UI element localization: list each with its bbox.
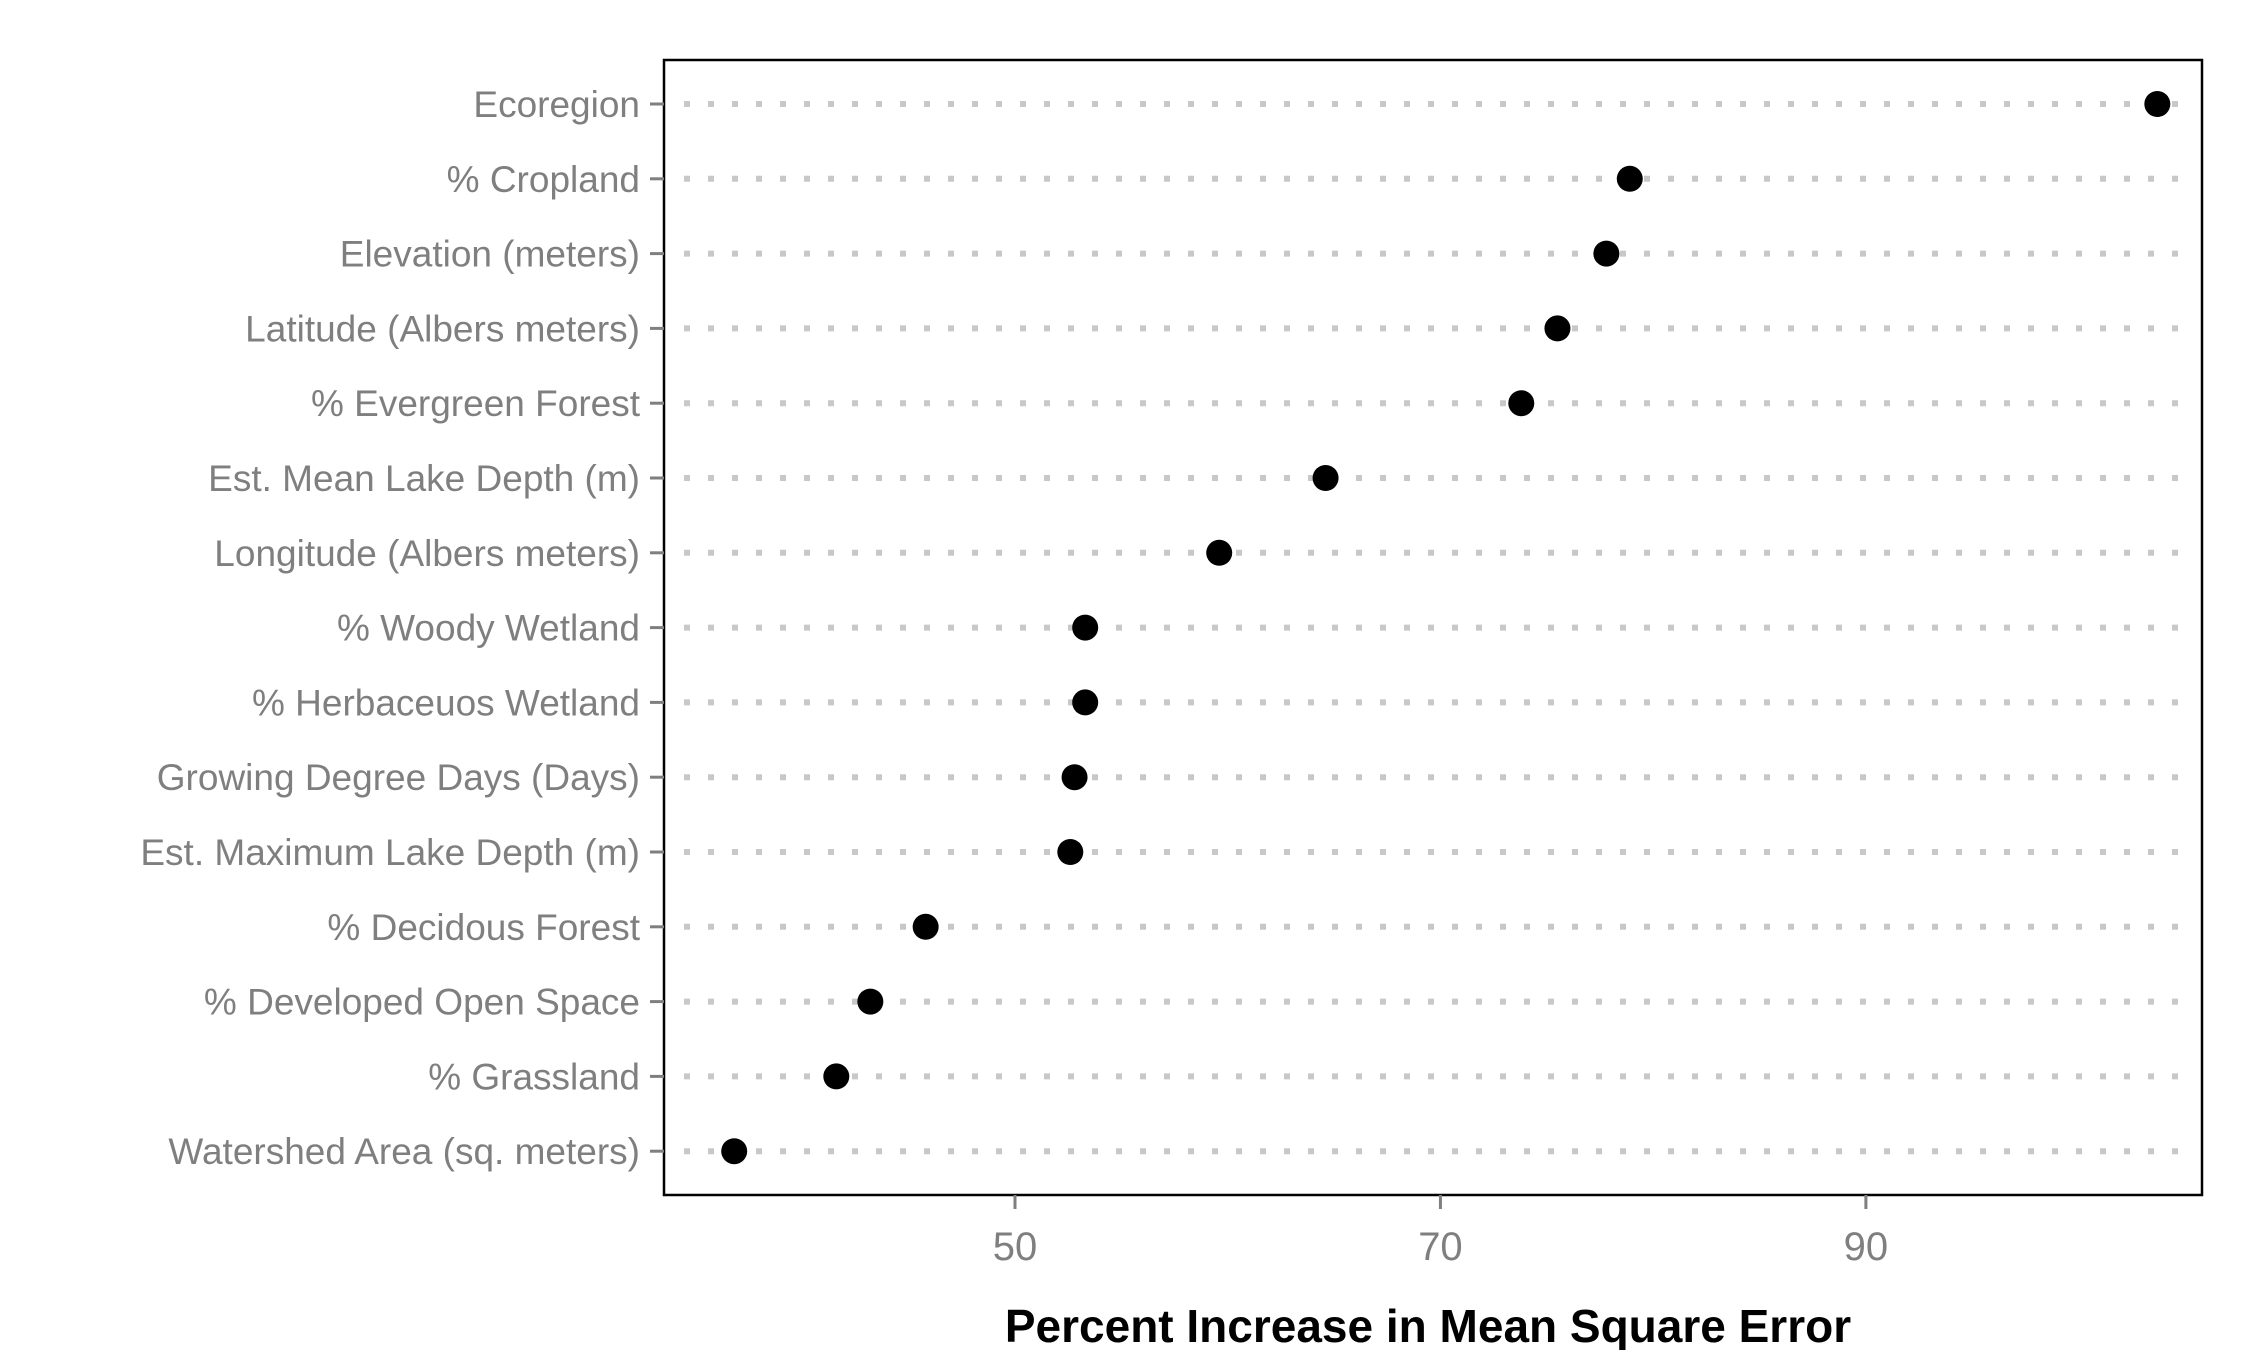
y-ticks: Ecoregion % Cropland Elevation (meters) Lat… bbox=[140, 84, 664, 1172]
y-tick-label: % Cropland bbox=[447, 159, 640, 200]
y-tick-label: % Grassland bbox=[428, 1056, 640, 1097]
data-point bbox=[1061, 764, 1088, 791]
x-tick-label: 70 bbox=[1418, 1225, 1463, 1269]
y-tick-label: Growing Degree Days (Days) bbox=[157, 757, 640, 798]
data-point bbox=[1312, 465, 1339, 491]
y-tick-label: Est. Maximum Lake Depth (m) bbox=[140, 832, 640, 873]
data-point bbox=[1072, 614, 1099, 641]
y-tick-label: Ecoregion bbox=[473, 84, 640, 125]
data-point bbox=[1508, 390, 1535, 417]
y-tick-label: Est. Mean Lake Depth (m) bbox=[208, 458, 640, 499]
y-tick-label: % Decidous Forest bbox=[327, 907, 640, 948]
data-point bbox=[721, 1138, 748, 1165]
x-tick-label: 50 bbox=[993, 1225, 1038, 1269]
x-ticks: 50 70 90 bbox=[993, 1195, 1888, 1269]
y-tick-label: % Developed Open Space bbox=[204, 982, 640, 1023]
y-tick-label: Elevation (meters) bbox=[340, 234, 640, 275]
data-point bbox=[1544, 315, 1571, 342]
grid-lines bbox=[684, 101, 2196, 1155]
x-axis-title: Percent Increase in Mean Square Error bbox=[1005, 1300, 1851, 1350]
data-point bbox=[823, 1063, 850, 1090]
data-point bbox=[1616, 165, 1643, 192]
x-tick-label: 90 bbox=[1844, 1225, 1889, 1269]
y-tick-label: % Woody Wetland bbox=[337, 608, 640, 649]
data-points bbox=[721, 91, 2171, 1165]
data-point bbox=[857, 988, 884, 1015]
data-point bbox=[1206, 539, 1233, 566]
data-point bbox=[1057, 839, 1084, 865]
data-point bbox=[1593, 240, 1620, 267]
y-tick-label: Latitude (Albers meters) bbox=[245, 308, 640, 349]
y-tick-label: % Herbaceuos Wetland bbox=[252, 682, 640, 723]
y-tick-label: Longitude (Albers meters) bbox=[214, 533, 640, 574]
data-point bbox=[2144, 91, 2171, 117]
data-point bbox=[1072, 689, 1099, 716]
data-point bbox=[912, 913, 939, 940]
y-tick-label: % Evergreen Forest bbox=[311, 383, 641, 424]
y-tick-label: Watershed Area (sq. meters) bbox=[168, 1131, 640, 1172]
